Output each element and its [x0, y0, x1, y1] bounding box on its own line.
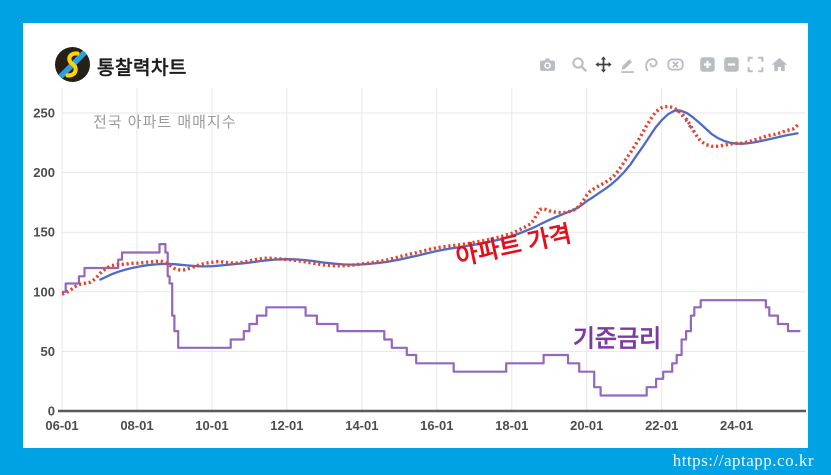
x-tick-label: 20-01 — [570, 418, 603, 433]
zoom-out-icon[interactable] — [723, 56, 740, 73]
brand-logo-icon — [55, 47, 90, 82]
pan-icon[interactable] — [595, 56, 612, 73]
draw-path-icon[interactable] — [643, 56, 660, 73]
draw-line-icon[interactable] — [619, 56, 636, 73]
y-tick-label: 0 — [48, 404, 55, 419]
x-tick-label: 08-01 — [120, 418, 153, 433]
x-tick-label: 18-01 — [495, 418, 528, 433]
x-tick-label: 06-01 — [45, 418, 78, 433]
y-tick-label: 200 — [33, 165, 55, 180]
x-tick-label: 22-01 — [645, 418, 678, 433]
reset-home-icon[interactable] — [771, 56, 788, 73]
camera-icon[interactable] — [539, 56, 556, 73]
x-tick-label: 12-01 — [270, 418, 303, 433]
brand-title: 통찰력차트 — [97, 58, 187, 79]
x-tick-label: 10-01 — [195, 418, 228, 433]
series-apartment-price — [61, 104, 800, 296]
zoom-icon[interactable] — [571, 56, 588, 73]
annotation-base-rate: 기준금리 — [572, 325, 662, 353]
x-tick-label: 14-01 — [345, 418, 378, 433]
y-tick-label: 50 — [41, 344, 55, 359]
series-base-rate — [62, 243, 801, 397]
zoom-in-icon[interactable] — [699, 56, 716, 73]
x-tick-label: 24-01 — [720, 418, 753, 433]
source-url: https://aptapp.co.kr — [672, 451, 814, 470]
chart-toolbar — [532, 56, 788, 73]
x-tick-label: 16-01 — [420, 418, 453, 433]
chart-title: 전국 아파트 매매지수 — [93, 114, 237, 131]
y-tick-label: 100 — [33, 284, 55, 299]
autoscale-icon[interactable] — [747, 56, 764, 73]
erase-shape-icon[interactable] — [667, 56, 684, 73]
y-tick-label: 250 — [33, 106, 55, 121]
y-tick-label: 150 — [33, 225, 55, 240]
series-moving-average — [99, 109, 799, 281]
chart-panel — [23, 23, 808, 448]
